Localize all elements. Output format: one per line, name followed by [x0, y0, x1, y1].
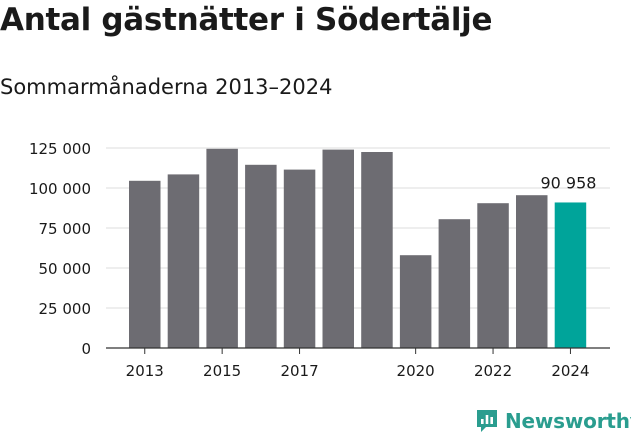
x-tick-label: 2020 — [397, 362, 435, 380]
chart-subtitle: Sommarmånaderna 2013–2024 — [0, 75, 333, 99]
bar — [206, 148, 238, 348]
brand-logo: Newsworthy — [475, 408, 631, 434]
bar-highlight — [554, 202, 587, 348]
bar — [322, 149, 354, 348]
bar — [438, 219, 471, 348]
x-axis-ticks: 2013 2015 2017 2020 2022 2024 — [106, 347, 610, 380]
newsworthy-logo-icon — [477, 410, 497, 432]
chart-title: Antal gästnätter i Södertälje — [0, 2, 493, 38]
bar — [129, 180, 161, 348]
bars — [129, 148, 587, 348]
bar — [516, 195, 548, 348]
brand-name: Newsworthy — [505, 409, 631, 433]
bar — [399, 255, 432, 348]
x-tick-label: 2017 — [280, 362, 318, 380]
bar — [167, 174, 200, 348]
x-tick-label: 2024 — [551, 362, 589, 380]
x-tick-label: 2013 — [126, 362, 164, 380]
x-tick-label: 2022 — [474, 362, 512, 380]
y-tick-label: 50 000 — [39, 260, 92, 278]
y-tick-label: 75 000 — [39, 220, 92, 238]
data-label: 90 958 — [540, 173, 596, 192]
y-tick-label: 25 000 — [39, 300, 92, 318]
bar — [477, 203, 509, 348]
bar — [361, 152, 393, 348]
y-tick-label: 125 000 — [29, 140, 91, 158]
x-tick-label: 2015 — [203, 362, 241, 380]
bar — [283, 169, 316, 348]
annotations: 90 958 — [540, 173, 596, 192]
bar — [245, 164, 277, 348]
y-tick-label: 0 — [81, 340, 91, 358]
y-axis-ticks: 0 25 000 50 000 75 000 100 000 125 000 — [29, 140, 91, 358]
y-tick-label: 100 000 — [29, 180, 91, 198]
